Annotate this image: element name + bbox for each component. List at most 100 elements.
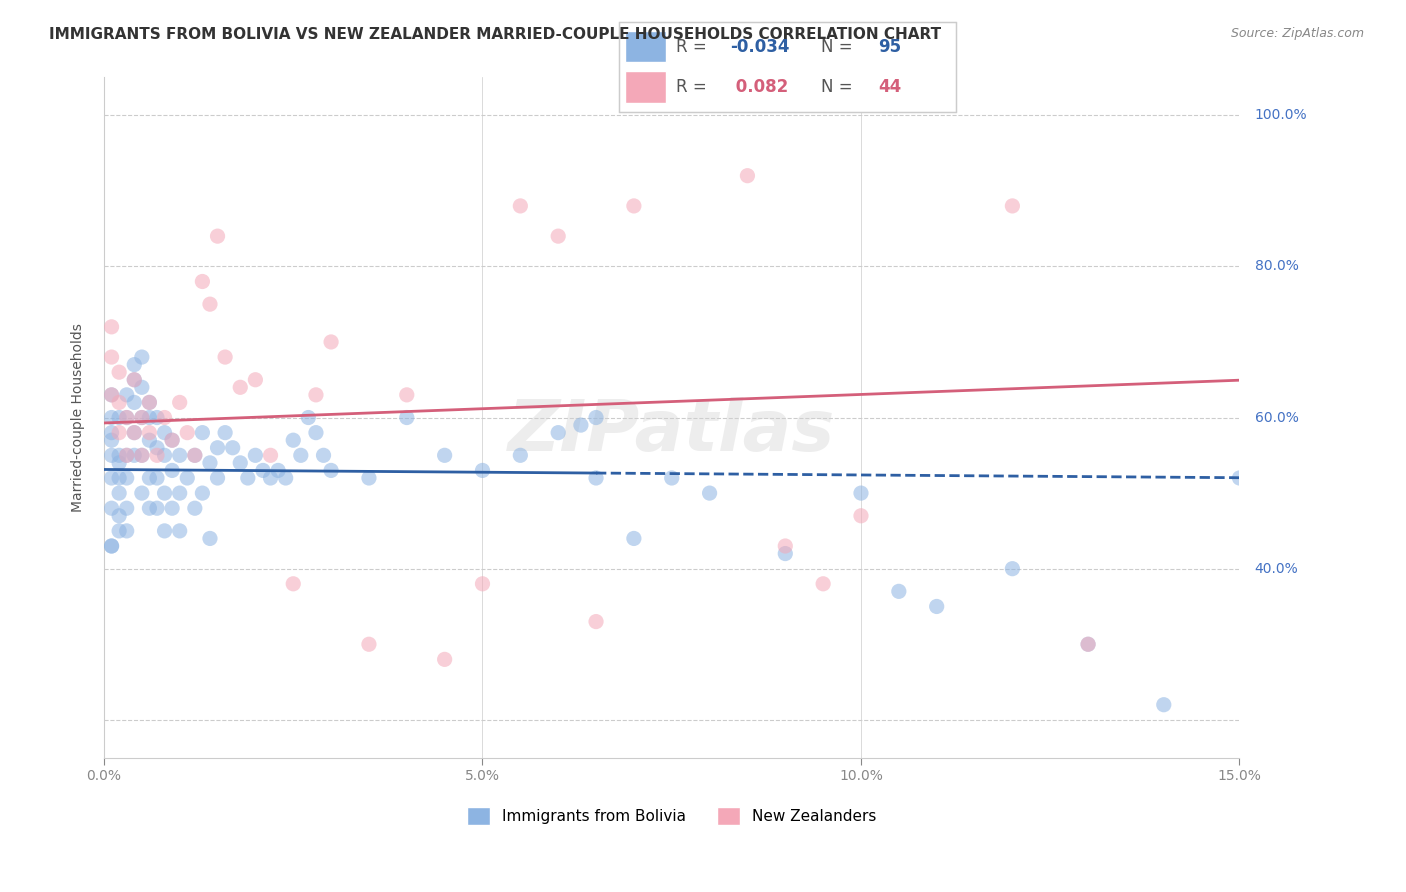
Text: 44: 44 <box>879 78 901 96</box>
Point <box>122 358 145 372</box>
Point <box>191 275 214 289</box>
Point <box>229 380 252 394</box>
Point <box>433 448 456 462</box>
Point <box>290 448 312 462</box>
Point <box>100 433 122 447</box>
Point <box>699 486 721 500</box>
Point <box>153 410 176 425</box>
Point <box>100 539 122 553</box>
Point <box>153 486 176 500</box>
Point <box>131 448 153 462</box>
Point <box>849 486 872 500</box>
Point <box>100 471 122 485</box>
Point <box>108 425 131 440</box>
Point <box>312 448 335 462</box>
Point <box>775 539 797 553</box>
Point <box>925 599 948 614</box>
Point <box>887 584 910 599</box>
Point <box>198 532 221 546</box>
Point <box>100 501 122 516</box>
Point <box>259 448 281 462</box>
Point <box>122 425 145 440</box>
Text: ZIPatlas: ZIPatlas <box>508 397 835 466</box>
Point <box>108 471 131 485</box>
Point <box>131 486 153 500</box>
Point <box>138 395 160 409</box>
Point <box>585 410 607 425</box>
Point <box>569 418 592 433</box>
Point <box>108 365 131 379</box>
Point <box>146 410 169 425</box>
Text: 60.0%: 60.0% <box>1254 410 1299 425</box>
Point <box>108 524 131 538</box>
Point <box>274 471 297 485</box>
Point <box>153 524 176 538</box>
Point <box>122 425 145 440</box>
Point <box>184 501 207 516</box>
Point <box>108 448 131 462</box>
Point <box>395 410 418 425</box>
Point <box>115 448 138 462</box>
Point <box>214 350 236 364</box>
Point <box>1229 471 1251 485</box>
Point <box>236 471 259 485</box>
Point <box>169 524 191 538</box>
Legend: Immigrants from Bolivia, New Zealanders: Immigrants from Bolivia, New Zealanders <box>461 801 883 831</box>
Point <box>122 373 145 387</box>
Point <box>138 433 160 447</box>
Point <box>267 463 290 477</box>
Point <box>138 501 160 516</box>
Point <box>319 463 342 477</box>
Point <box>100 410 122 425</box>
Point <box>131 448 153 462</box>
Point <box>169 486 191 500</box>
Point <box>207 229 229 244</box>
Text: -0.034: -0.034 <box>730 38 790 56</box>
Point <box>221 441 243 455</box>
Point <box>1077 637 1099 651</box>
Point <box>471 576 494 591</box>
Text: IMMIGRANTS FROM BOLIVIA VS NEW ZEALANDER MARRIED-COUPLE HOUSEHOLDS CORRELATION C: IMMIGRANTS FROM BOLIVIA VS NEW ZEALANDER… <box>49 27 942 42</box>
Point <box>191 425 214 440</box>
Point <box>191 486 214 500</box>
Point <box>115 524 138 538</box>
Point <box>100 448 122 462</box>
Point <box>547 425 569 440</box>
Point <box>184 448 207 462</box>
Text: 0.082: 0.082 <box>730 78 789 96</box>
Point <box>108 410 131 425</box>
Point <box>115 501 138 516</box>
Point <box>661 471 683 485</box>
Point <box>108 395 131 409</box>
Point <box>100 425 122 440</box>
Point <box>169 395 191 409</box>
Point <box>229 456 252 470</box>
Point <box>146 448 169 462</box>
Point <box>357 471 380 485</box>
Point <box>122 448 145 462</box>
Point <box>176 471 198 485</box>
Text: 95: 95 <box>879 38 901 56</box>
Point <box>100 388 122 402</box>
Point <box>108 508 131 523</box>
Point <box>623 199 645 213</box>
Point <box>395 388 418 402</box>
Point <box>176 425 198 440</box>
Point <box>160 501 183 516</box>
Text: R =: R = <box>676 78 711 96</box>
Point <box>207 441 229 455</box>
Point <box>207 471 229 485</box>
Point <box>115 410 138 425</box>
Point <box>108 486 131 500</box>
Text: 80.0%: 80.0% <box>1254 260 1299 273</box>
Point <box>252 463 274 477</box>
Point <box>100 350 122 364</box>
Point <box>245 373 267 387</box>
Point <box>283 433 305 447</box>
Point <box>1001 199 1024 213</box>
Text: 100.0%: 100.0% <box>1254 108 1308 122</box>
FancyBboxPatch shape <box>626 31 666 62</box>
Point <box>509 199 531 213</box>
Point <box>146 501 169 516</box>
Point <box>169 448 191 462</box>
